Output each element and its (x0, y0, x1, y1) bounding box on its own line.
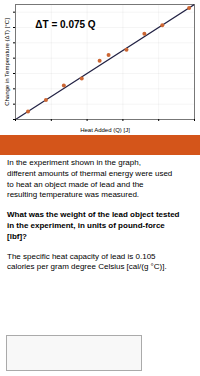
html-text:The specific heat capacity of: The specific heat capacity of lead is 0.… (7, 251, 167, 272)
html-text:In the experiment shown in the: In the experiment shown in the graph, di… (7, 158, 173, 200)
html-text:What was the weight of the lea: What was the weight of the lead object t… (7, 210, 180, 241)
svg-text:ΔT = 0.075 Q: ΔT = 0.075 Q (35, 19, 95, 30)
svg-text:Heat Added (Q) [J]: Heat Added (Q) [J] (80, 127, 130, 133)
svg-text:Change in Temperature (ΔT) [°C: Change in Temperature (ΔT) [°C] (4, 18, 10, 106)
